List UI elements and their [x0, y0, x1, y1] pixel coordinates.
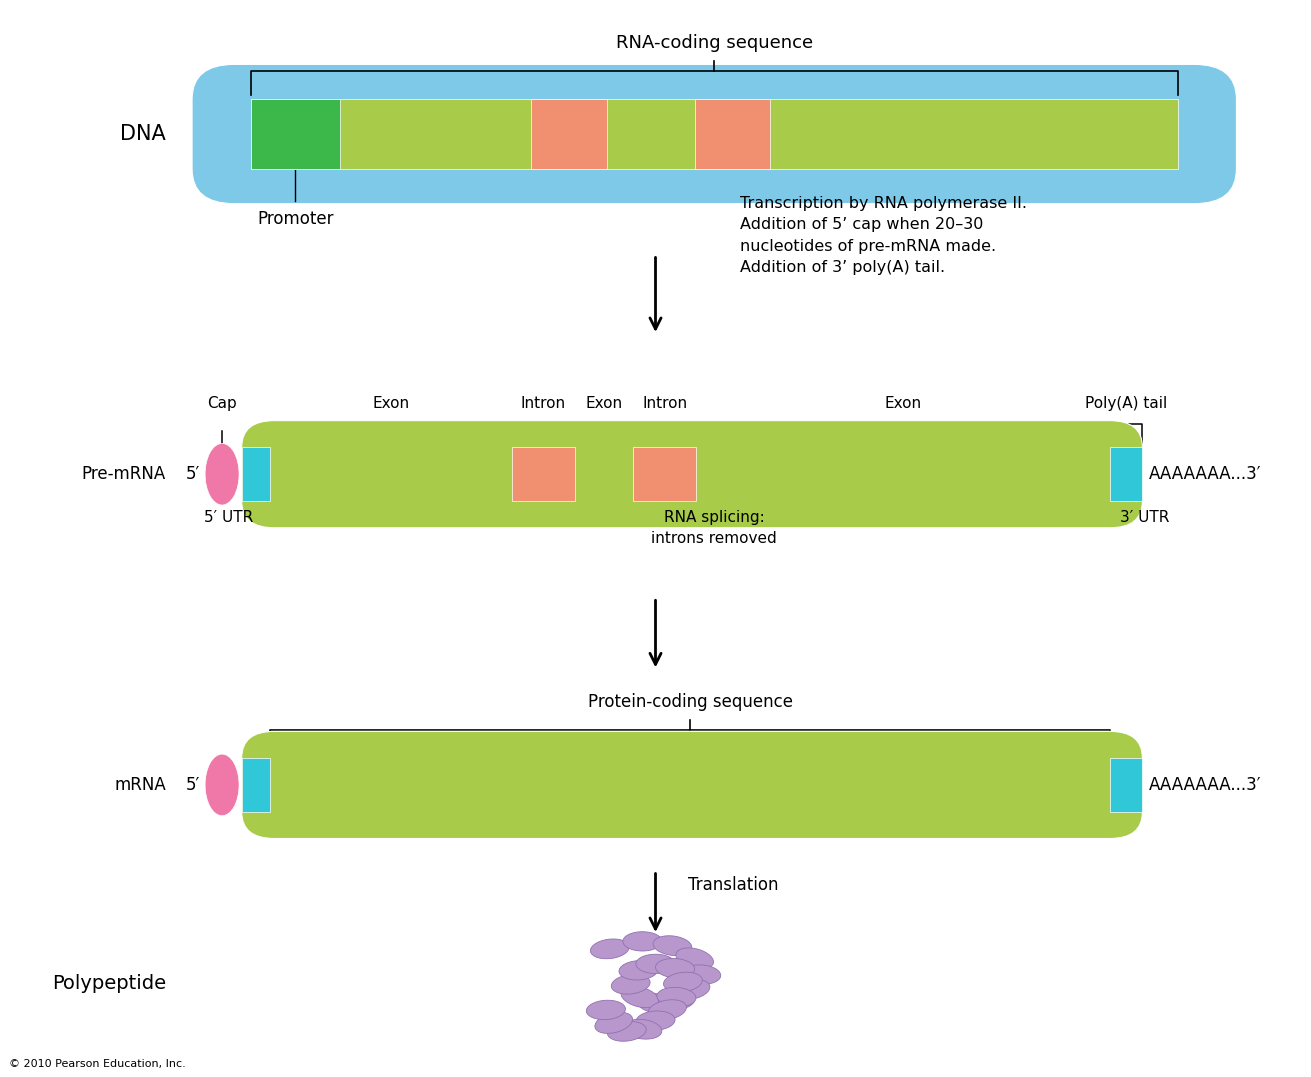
Ellipse shape	[611, 975, 650, 994]
Ellipse shape	[621, 987, 658, 1008]
Ellipse shape	[590, 939, 629, 959]
Text: 5′ UTR: 5′ UTR	[205, 509, 253, 524]
Ellipse shape	[607, 1021, 646, 1041]
Text: Cap: Cap	[207, 396, 237, 411]
Ellipse shape	[636, 954, 675, 974]
Ellipse shape	[656, 959, 695, 978]
Text: RNA-coding sequence: RNA-coding sequence	[616, 34, 813, 52]
Bar	[531, 99, 607, 169]
Text: Exon: Exon	[586, 396, 623, 411]
FancyBboxPatch shape	[241, 421, 1142, 528]
Bar	[1110, 447, 1142, 501]
Ellipse shape	[657, 988, 696, 1007]
FancyBboxPatch shape	[241, 731, 1142, 839]
Text: mRNA: mRNA	[114, 775, 166, 794]
Text: DNA: DNA	[121, 124, 166, 144]
Text: 3′ UTR: 3′ UTR	[1121, 509, 1169, 524]
Text: Transcription by RNA polymerase II.
Addition of 5’ cap when 20–30
nucleotides of: Transcription by RNA polymerase II. Addi…	[741, 196, 1028, 276]
Ellipse shape	[676, 948, 713, 969]
Text: Intron: Intron	[642, 396, 687, 411]
Text: Promoter: Promoter	[257, 210, 333, 227]
Text: Pre-mRNA: Pre-mRNA	[81, 465, 166, 484]
Text: 5′: 5′	[186, 775, 199, 794]
Ellipse shape	[671, 979, 709, 999]
Ellipse shape	[205, 754, 239, 815]
Text: Polypeptide: Polypeptide	[52, 974, 166, 993]
Bar	[1110, 758, 1142, 812]
Ellipse shape	[205, 444, 239, 505]
Ellipse shape	[653, 936, 692, 955]
Bar	[633, 447, 696, 501]
FancyBboxPatch shape	[193, 65, 1236, 204]
Text: RNA splicing:
introns removed: RNA splicing: introns removed	[652, 509, 777, 546]
Ellipse shape	[623, 932, 662, 951]
Text: Protein-coding sequence: Protein-coding sequence	[587, 693, 793, 711]
Text: 5′: 5′	[186, 465, 199, 484]
Text: Exon: Exon	[885, 396, 922, 411]
Bar	[241, 447, 270, 501]
Bar	[250, 99, 340, 169]
Bar	[250, 99, 1177, 169]
Ellipse shape	[663, 973, 703, 992]
Bar	[241, 758, 270, 812]
Text: AAAAAAA...3′: AAAAAAA...3′	[1148, 775, 1261, 794]
Text: Exon: Exon	[372, 396, 410, 411]
Ellipse shape	[619, 961, 658, 980]
Text: Intron: Intron	[520, 396, 566, 411]
Text: © 2010 Pearson Education, Inc.: © 2010 Pearson Education, Inc.	[9, 1059, 186, 1068]
Ellipse shape	[595, 1012, 633, 1034]
Ellipse shape	[648, 999, 687, 1020]
Bar	[511, 447, 574, 501]
Ellipse shape	[636, 1011, 675, 1031]
Ellipse shape	[656, 991, 695, 1010]
Text: Poly(A) tail: Poly(A) tail	[1086, 396, 1167, 411]
Ellipse shape	[637, 994, 676, 1013]
Ellipse shape	[623, 1019, 662, 1039]
Ellipse shape	[586, 1001, 625, 1020]
Text: Translation: Translation	[688, 876, 779, 894]
Bar	[695, 99, 771, 169]
Text: AAAAAAA...3′: AAAAAAA...3′	[1148, 465, 1261, 484]
Ellipse shape	[682, 965, 721, 984]
